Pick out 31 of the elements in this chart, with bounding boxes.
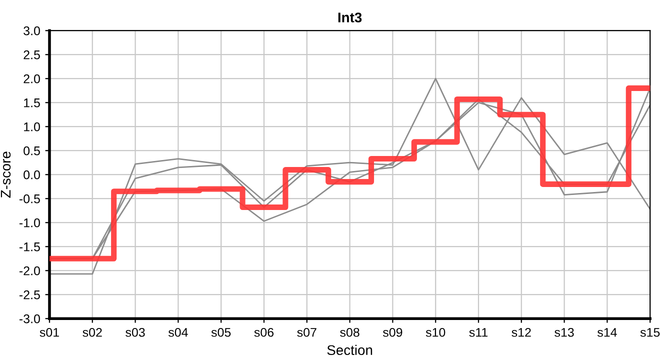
y-tick-label: 2.0 bbox=[24, 74, 40, 84]
x-tick-label: s11 bbox=[469, 328, 488, 337]
y-tick-label: 3.0 bbox=[24, 26, 40, 36]
y-tick-label: -2.0 bbox=[19, 266, 40, 276]
y-tick-label: 1.0 bbox=[24, 122, 40, 132]
x-axis-title: Section bbox=[327, 344, 372, 356]
x-tick-label: s01 bbox=[40, 328, 59, 337]
y-axis-title: Z-score bbox=[0, 152, 11, 198]
y-tick-label: 0.0 bbox=[24, 170, 40, 180]
y-tick-label: -2.5 bbox=[19, 290, 40, 300]
y-tick-label: 0.5 bbox=[24, 146, 40, 156]
y-tick-label: 2.5 bbox=[24, 50, 40, 60]
x-tick-label: s08 bbox=[340, 328, 360, 337]
x-tick-label: s07 bbox=[297, 328, 316, 337]
y-tick-label: -3.0 bbox=[19, 314, 40, 324]
x-tick-label: s15 bbox=[640, 328, 660, 337]
x-tick-label: s06 bbox=[254, 328, 274, 337]
x-tick-label: s04 bbox=[168, 328, 188, 337]
y-tick-label: -1.0 bbox=[19, 218, 40, 228]
x-tick-label: s10 bbox=[426, 328, 446, 337]
x-tick-label: s12 bbox=[512, 328, 531, 337]
x-tick-label: s02 bbox=[82, 328, 102, 337]
x-tick-label: s09 bbox=[382, 328, 402, 337]
chart-title: Int3 bbox=[338, 12, 362, 22]
x-tick-label: s13 bbox=[554, 328, 574, 337]
x-tick-label: s05 bbox=[211, 328, 231, 337]
y-tick-label: -1.5 bbox=[19, 242, 40, 252]
y-tick-label: 1.5 bbox=[24, 98, 40, 108]
y-tick-label: -0.5 bbox=[19, 194, 40, 204]
x-tick-label: s03 bbox=[126, 328, 145, 337]
x-tick-label: s14 bbox=[597, 328, 617, 337]
